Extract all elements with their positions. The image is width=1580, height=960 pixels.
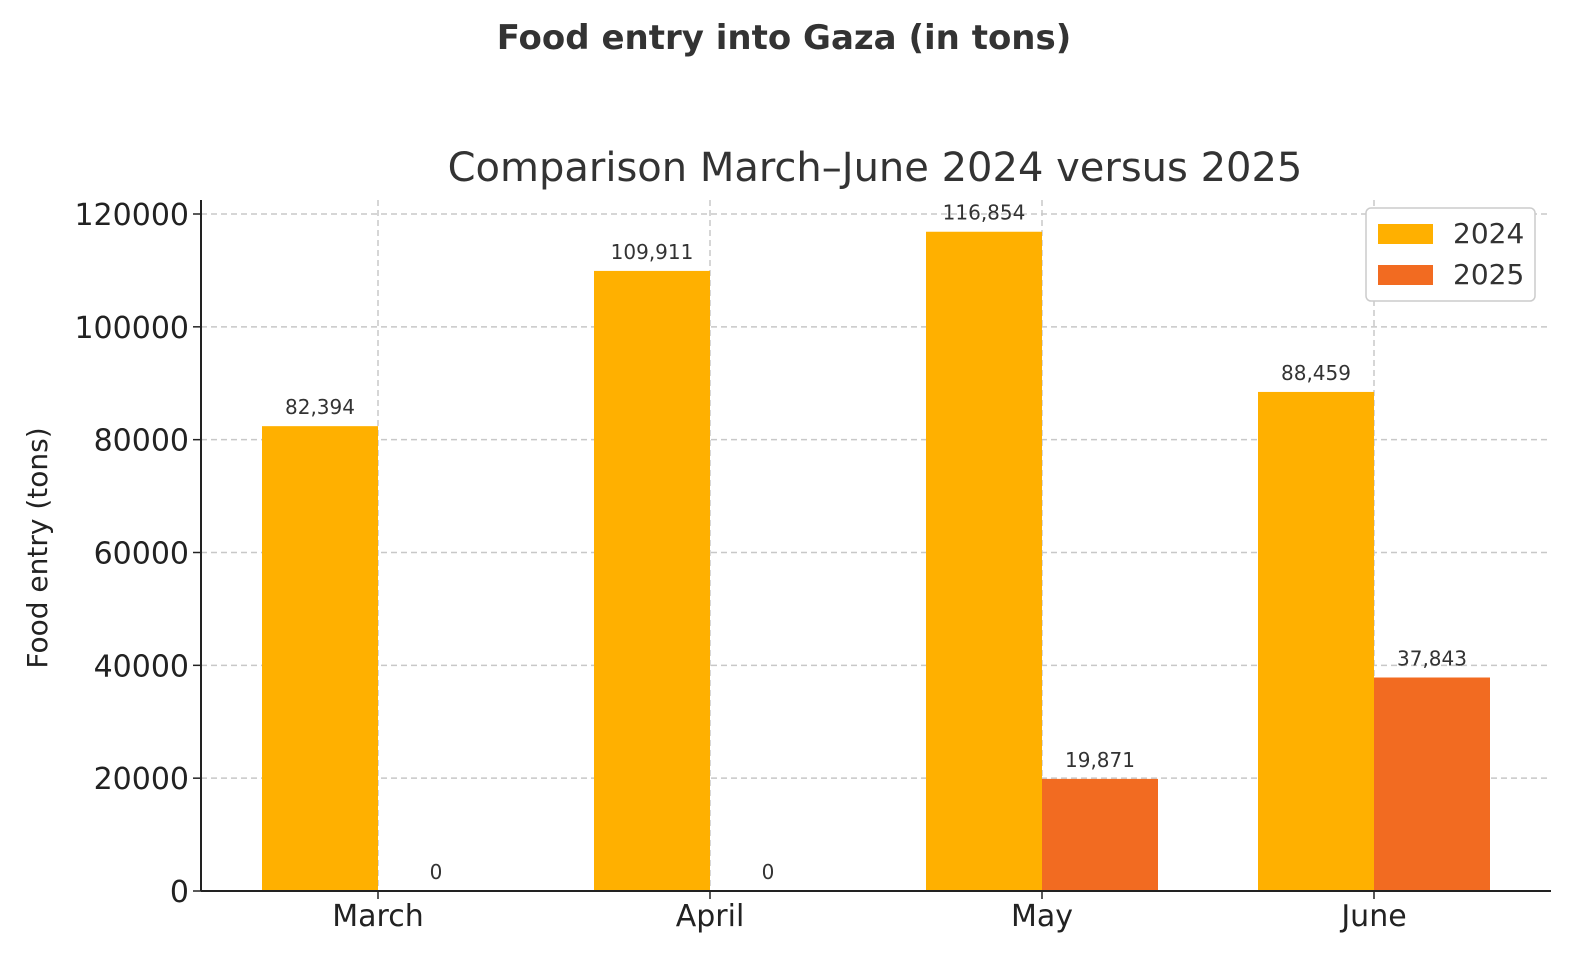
legend: 2024 2025 (1365, 207, 1536, 302)
chart-suptitle: Food entry into Gaza (in tons) (497, 18, 1072, 58)
bar-value-label: 19,871 (1065, 748, 1135, 772)
y-tick-label: 60000 (94, 537, 189, 572)
legend-label: 2025 (1453, 258, 1524, 291)
y-tick-label: 40000 (94, 649, 189, 684)
chart-title: Comparison March–June 2024 versus 2025 (448, 145, 1303, 191)
bar-2024-may (926, 231, 1042, 892)
axes: 0 20000 40000 60000 80000 100000 120000 March Ap… (74, 198, 1551, 934)
legend-swatch (1378, 265, 1433, 285)
bars (262, 231, 1490, 892)
y-tick-label: 100000 (74, 311, 189, 346)
bar-2024-april (594, 270, 710, 891)
legend-swatch (1378, 224, 1433, 244)
bar-value-label: 0 (762, 860, 775, 884)
y-tick-label: 120000 (74, 198, 189, 233)
legend-label: 2024 (1453, 217, 1524, 250)
bar-2024-june (1258, 391, 1374, 891)
y-tick-label: 20000 (94, 762, 189, 797)
x-tick-label: May (1011, 899, 1073, 934)
bar-value-label: 0 (430, 860, 443, 884)
bar-value-label: 116,854 (943, 201, 1026, 225)
bar-value-labels: 82,394 109,911 116,854 88,459 0 0 19,871 37,843 (285, 201, 1467, 884)
y-axis-label: Food entry (tons) (21, 427, 54, 668)
x-tick-label: June (1339, 899, 1406, 934)
bar-2025-june (1374, 677, 1490, 891)
y-tick-label: 80000 (94, 424, 189, 459)
bar-2025-may (1042, 778, 1158, 891)
x-tick-label: April (676, 899, 745, 934)
bar-value-label: 109,911 (611, 240, 694, 264)
bar-2024-march (262, 426, 378, 891)
bar-value-label: 88,459 (1281, 361, 1351, 385)
bar-value-label: 37,843 (1397, 647, 1467, 671)
bar-value-label: 82,394 (285, 395, 355, 419)
y-tick-label: 0 (170, 875, 189, 910)
x-tick-label: March (332, 899, 423, 934)
